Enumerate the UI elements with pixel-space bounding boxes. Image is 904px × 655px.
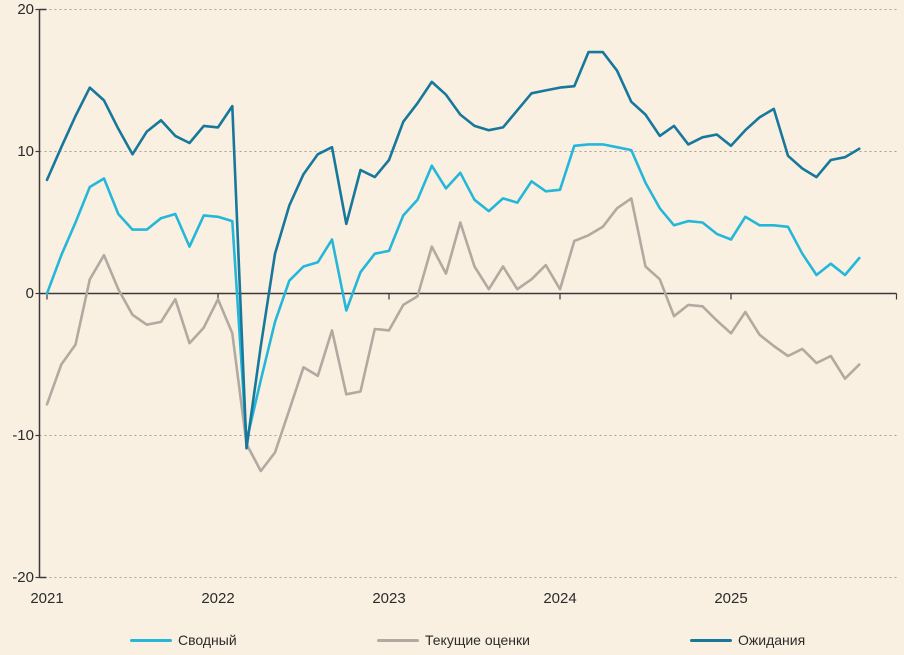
series-line-0 [45, 143, 861, 443]
axes [35, 8, 898, 579]
legend-item-ozhidaniya: Ожидания [690, 632, 805, 648]
series-lines [45, 50, 861, 473]
legend-item-tekushchie-otsenki: Текущие оценки [377, 632, 530, 648]
x-axis-label-2022: 2022 [201, 590, 235, 607]
x-axis-label-2024: 2024 [543, 590, 577, 607]
legend-item-svodny: Сводный [130, 632, 237, 648]
series-line-2 [45, 50, 861, 450]
legend-label-svodny: Сводный [178, 632, 237, 648]
legend-swatch-svodny [130, 638, 172, 642]
series-line-1 [45, 197, 861, 473]
y-axis-label--20: -20 [12, 569, 34, 586]
x-axis-label-2023: 2023 [372, 590, 406, 607]
y-axis-label-20: 20 [17, 1, 34, 18]
x-axis-label-2025: 2025 [714, 590, 748, 607]
legend-label-tekushchie-otsenki: Текущие оценки [425, 632, 530, 648]
legend-label-ozhidaniya: Ожидания [738, 632, 806, 648]
y-axis-label--10: -10 [12, 427, 34, 444]
x-axis-label-2021: 2021 [30, 590, 64, 607]
gridlines [39, 9, 897, 578]
y-axis-label-10: 10 [17, 143, 34, 160]
legend-swatch-ozhidaniya [690, 638, 732, 642]
y-axis-label-0: 0 [25, 285, 34, 302]
legend-swatch-tekushchie-otsenki [377, 638, 419, 642]
